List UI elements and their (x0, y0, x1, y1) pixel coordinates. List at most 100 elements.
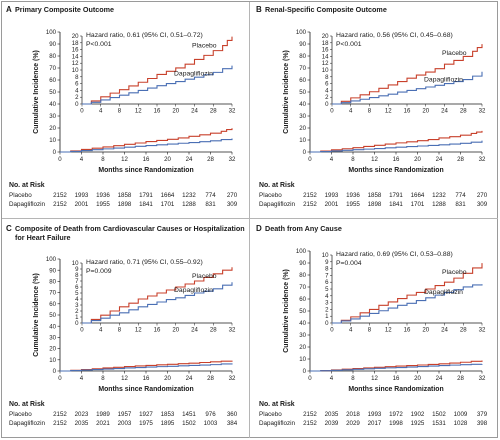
inset-x-tick-label: 16 (404, 327, 411, 334)
risk-value: 2152 (53, 411, 67, 418)
y-tick-label: 90 (49, 41, 56, 48)
risk-value: 1502 (182, 420, 196, 427)
risk-value: 1858 (118, 192, 132, 199)
panel-title: Death from Any Cause (265, 224, 342, 233)
y-tick-label: 10 (49, 357, 56, 364)
hazard-ratio-text: Hazard ratio, 0.61 (95% CI, 0.51–0.72) (86, 32, 203, 39)
inset-x-tick-label: 8 (118, 108, 122, 115)
inset-y-tick-label: 6 (75, 81, 79, 88)
inset-y-tick-label: 18 (72, 40, 79, 47)
inset-x-tick-label: 28 (210, 108, 217, 115)
inset-x-tick-label: 32 (479, 327, 486, 334)
y-axis-title: Cumulative Incidence (%) (283, 269, 290, 352)
inset-x-tick-label: 28 (460, 327, 467, 334)
inset-x-tick-label: 32 (229, 327, 236, 334)
inset-y-tick-label: 2 (325, 94, 329, 101)
x-axis-title: Months since Randomization (348, 386, 443, 393)
risk-value: 2035 (325, 411, 339, 418)
inset-x-tick-label: 4 (99, 327, 103, 334)
y-tick-label: 100 (46, 256, 57, 263)
inset-y-tick-label: 4 (75, 296, 79, 303)
risk-value: 309 (227, 201, 238, 208)
y-tick-label: 20 (49, 125, 56, 132)
risk-value: 2152 (303, 420, 317, 427)
inset-y-tick-label: 5 (325, 286, 329, 293)
risk-table-heading: No. at Risk (259, 182, 295, 189)
x-tick-label: 0 (58, 375, 62, 382)
risk-value: 1841 (139, 201, 153, 208)
risk-value: 1927 (139, 411, 153, 418)
risk-value: 1936 (346, 192, 360, 199)
series-label-dapagliflozin: Dapagliflozin (174, 71, 213, 78)
inset-x-tick-label: 20 (172, 327, 179, 334)
series-label-placebo: Placebo (442, 50, 467, 57)
x-axis-title: Months since Randomization (98, 386, 193, 393)
x-axis-title: Months since Randomization (348, 167, 443, 174)
x-tick-label: 16 (143, 375, 150, 382)
inset-y-tick-label: 12 (322, 60, 329, 67)
risk-value: 2017 (368, 420, 382, 427)
inset-y-tick-label: 16 (72, 47, 79, 54)
inset-y-tick-label: 8 (325, 266, 329, 273)
series-label-dapagliflozin: Dapagliflozin (424, 289, 463, 296)
inset-x-tick-label: 12 (385, 327, 392, 334)
risk-value: 360 (227, 411, 238, 418)
y-tick-label: 40 (49, 101, 56, 108)
inset-x-tick-label: 16 (404, 108, 411, 115)
series-label-placebo: Placebo (442, 269, 467, 276)
inset-x-tick-label: 12 (135, 327, 142, 334)
x-tick-label: 24 (436, 156, 443, 163)
risk-row-label: Dapagliflozin (259, 201, 296, 208)
y-tick-label: 10 (49, 137, 56, 144)
risk-value: 831 (455, 201, 466, 208)
risk-value: 1701 (161, 201, 175, 208)
risk-value: 1936 (96, 192, 110, 199)
x-tick-label: 32 (479, 375, 486, 382)
inset-x-tick-label: 4 (99, 108, 103, 115)
inset-y-tick-label: 3 (325, 300, 329, 307)
x-tick-label: 8 (351, 156, 355, 163)
inset-x-tick-label: 0 (330, 108, 334, 115)
x-tick-label: 12 (371, 156, 378, 163)
main-curve-placebo (310, 130, 483, 153)
y-tick-label: 70 (299, 65, 306, 72)
panel-letter: A (6, 5, 12, 14)
inset-x-tick-label: 20 (172, 108, 179, 115)
risk-row-label: Placebo (9, 192, 32, 199)
inset-curve-dapagliflozin (82, 282, 233, 324)
x-tick-label: 8 (101, 375, 105, 382)
risk-value: 270 (477, 192, 488, 199)
y-tick-label: 70 (49, 290, 56, 297)
y-tick-label: 40 (299, 101, 306, 108)
x-tick-label: 16 (393, 156, 400, 163)
risk-value: 1957 (118, 411, 132, 418)
y-axis-title: Cumulative Incidence (%) (283, 50, 290, 133)
inset-y-tick-label: 20 (72, 33, 79, 40)
inset-x-tick-label: 24 (191, 327, 198, 334)
risk-value: 1009 (454, 411, 468, 418)
inset-x-tick-label: 32 (479, 108, 486, 115)
x-tick-label: 20 (414, 375, 421, 382)
risk-value: 2152 (303, 201, 317, 208)
hazard-ratio-text: Hazard ratio, 0.71 (95% CI, 0.55–0.92) (86, 259, 203, 266)
x-tick-label: 32 (479, 156, 486, 163)
x-tick-label: 16 (143, 156, 150, 163)
inset-curve-dapagliflozin (332, 284, 483, 324)
x-tick-label: 12 (121, 375, 128, 382)
inset-x-tick-label: 12 (385, 108, 392, 115)
risk-value: 1989 (96, 411, 110, 418)
main-curve-dapagliflozin (60, 363, 233, 372)
y-tick-label: 100 (296, 248, 307, 255)
risk-value: 2152 (53, 420, 67, 427)
x-tick-label: 32 (229, 156, 236, 163)
y-tick-label: 20 (49, 346, 56, 353)
risk-value: 1853 (161, 411, 175, 418)
y-tick-label: 30 (299, 332, 306, 339)
panel-b: B Renal-Specific Composite Outcome0102030… (256, 5, 488, 208)
x-tick-label: 0 (308, 375, 312, 382)
panel-letter: D (256, 224, 262, 233)
y-tick-label: 50 (299, 308, 306, 315)
risk-value: 270 (227, 192, 238, 199)
risk-value: 1955 (96, 201, 110, 208)
inset-y-tick-label: 4 (75, 87, 79, 94)
